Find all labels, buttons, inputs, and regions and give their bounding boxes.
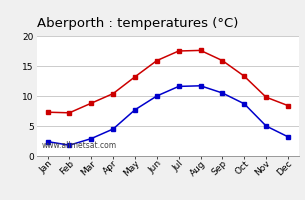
Text: www.allmetsat.com: www.allmetsat.com (42, 141, 117, 150)
Text: Aberporth : temperatures (°C): Aberporth : temperatures (°C) (37, 17, 238, 30)
